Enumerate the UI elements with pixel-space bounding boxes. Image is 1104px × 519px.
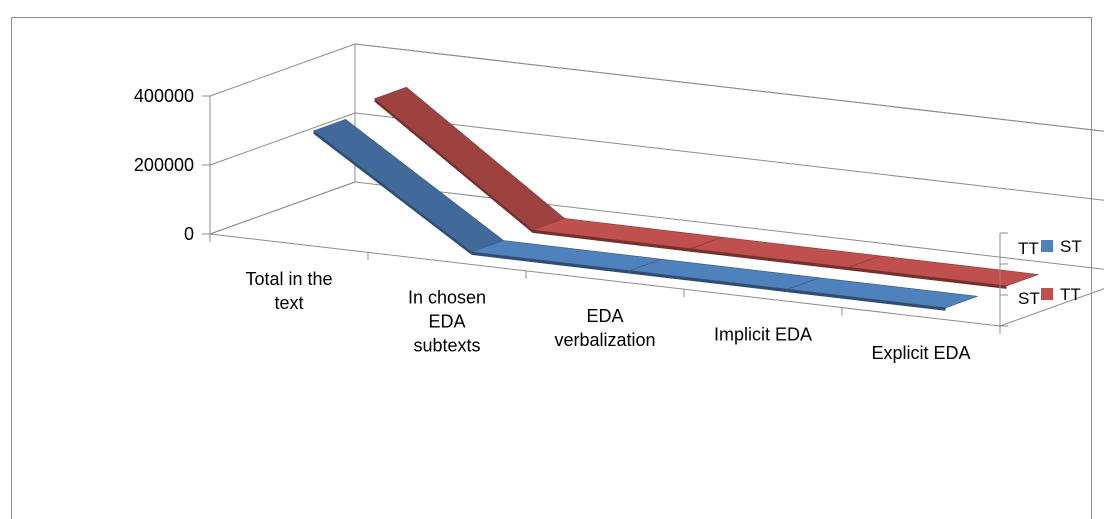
floor-front-edge	[209, 233, 1001, 327]
side-gridline-1	[209, 112, 356, 166]
legend: ST TT	[1041, 237, 1082, 304]
x-category-label-1: In chosen EDA subtexts	[408, 288, 486, 356]
x-category-line: Total in the	[245, 269, 332, 289]
ribbon-edge-TT-2	[690, 248, 849, 271]
floor-right-edge	[999, 288, 1104, 327]
x-category-label-4: Explicit EDA	[871, 343, 970, 363]
legend-swatch-ST	[1041, 240, 1053, 252]
x-category-line: subtexts	[413, 336, 480, 356]
ribbon-edge-TT-1	[532, 229, 691, 252]
depth-axis-label-0: TT	[1018, 239, 1039, 258]
ribbon-edge-ST-1	[471, 251, 630, 274]
back-gridline-2	[354, 43, 1104, 132]
ribbon-segment-TT-3	[848, 255, 1039, 287]
x-category-line: text	[274, 293, 303, 313]
series-ribbon-TT	[374, 86, 1039, 289]
ribbon-segment-ST-0	[312, 119, 505, 253]
x-category-line: Explicit EDA	[871, 343, 970, 363]
legend-swatch-TT	[1041, 288, 1053, 300]
y-axis: 0 200000 400000	[134, 86, 210, 244]
series-ribbons	[312, 86, 1039, 311]
y-tick-label-1: 200000	[134, 155, 194, 175]
x-category-label-3: Implicit EDA	[714, 324, 812, 344]
back-wall-top-edge	[354, 43, 1104, 132]
ribbon-edge-TT-0	[374, 98, 533, 233]
x-category-label-0: Total in the text	[245, 269, 332, 313]
x-axis: Total in the text In chosen EDA subtexts EDA v…	[209, 234, 1001, 363]
ribbon-edge-ST-3	[787, 289, 946, 311]
ribbon-edge-TT-3	[848, 267, 1007, 289]
ribbon-edge-ST-0	[313, 130, 472, 255]
ribbon-segment-TT-0	[374, 86, 566, 231]
x-category-line: Implicit EDA	[714, 324, 812, 344]
x-category-line: verbalization	[554, 330, 655, 350]
legend-label-TT: TT	[1060, 285, 1081, 304]
y-tick-label-0: 0	[184, 224, 194, 244]
x-category-line: EDA	[586, 306, 623, 326]
back-gridline-1	[354, 112, 1104, 201]
ribbon-edge-ST-2	[629, 270, 788, 293]
side-gridline-0	[209, 181, 356, 235]
depth-axis-label-1: ST	[1018, 289, 1040, 308]
legend-label-ST: ST	[1060, 237, 1082, 256]
y-tick-label-2: 400000	[134, 86, 194, 106]
x-category-label-2: EDA verbalization	[554, 306, 655, 350]
depth-axis: TT ST	[999, 232, 1040, 327]
back-gridline-0	[354, 181, 1104, 270]
x-category-line: EDA	[428, 312, 465, 332]
side-gridline-2	[209, 43, 356, 97]
series-ribbon-ST	[312, 119, 978, 311]
x-category-line: In chosen	[408, 288, 486, 308]
